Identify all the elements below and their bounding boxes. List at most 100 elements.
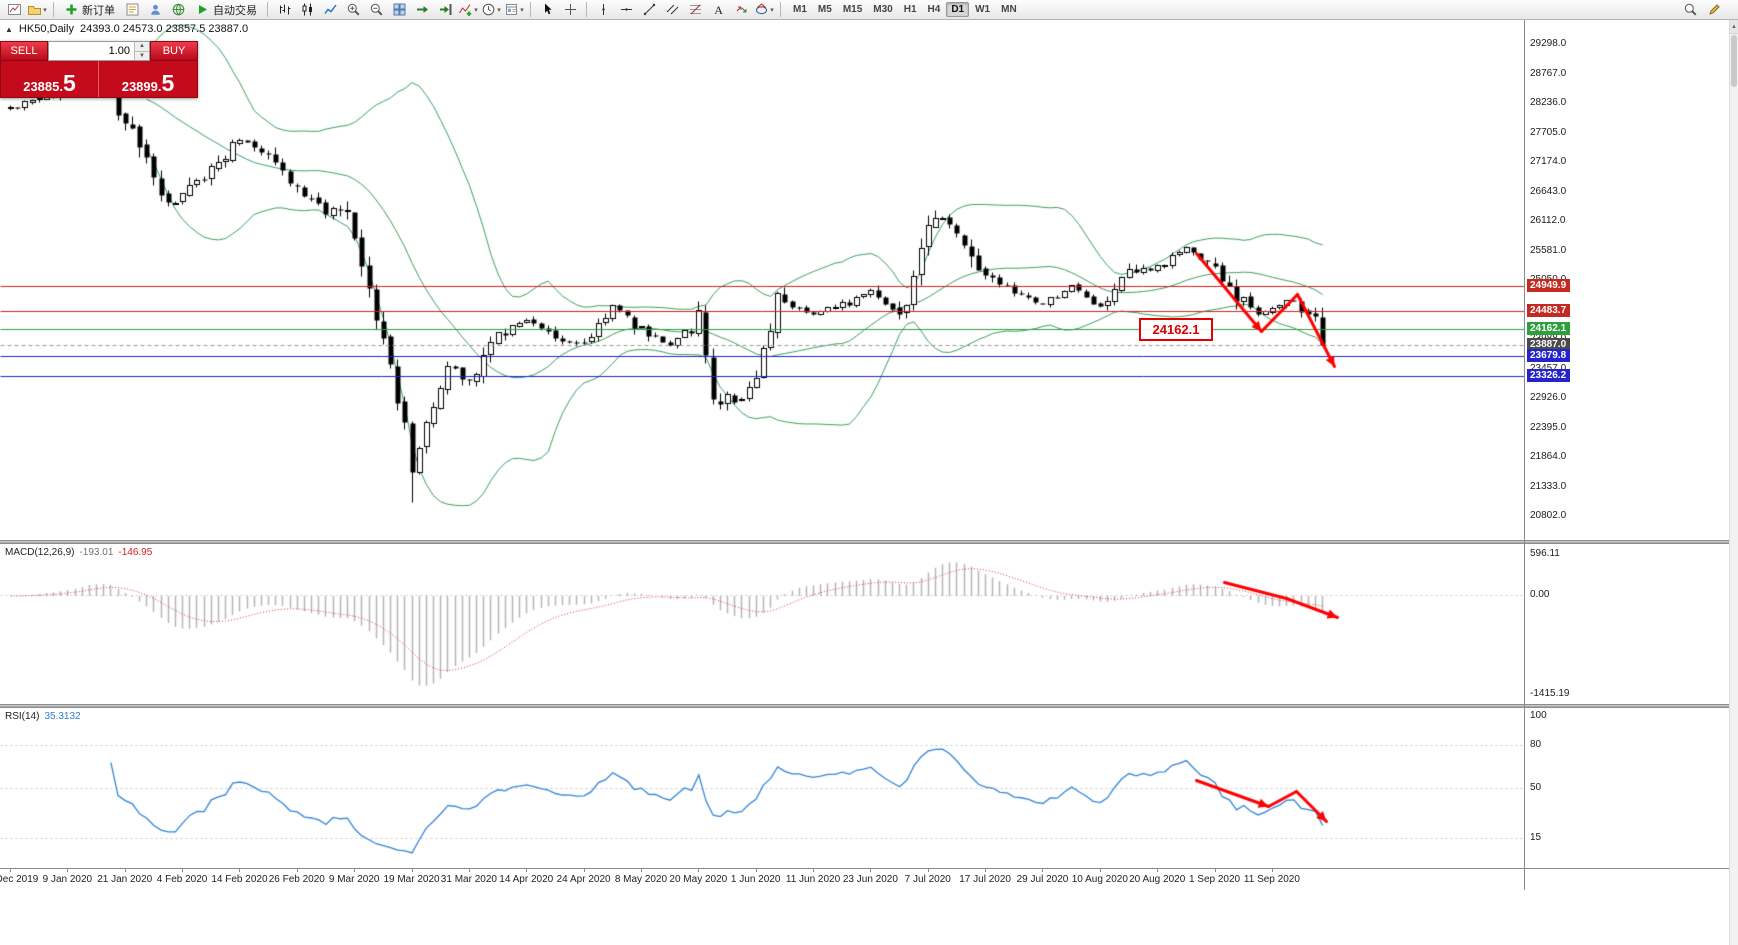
volume-up-icon[interactable]: ▲ bbox=[135, 42, 149, 52]
chevron-down-icon: ▾ bbox=[520, 6, 524, 14]
scroll-up-icon[interactable]: ▲ bbox=[1730, 20, 1738, 34]
buy-price[interactable]: 23899. 5 bbox=[99, 61, 197, 97]
crosshair-icon[interactable] bbox=[559, 0, 581, 20]
channel-icon[interactable] bbox=[661, 0, 683, 20]
timeframe-d1-button[interactable]: D1 bbox=[946, 2, 970, 17]
panel-separator[interactable] bbox=[0, 540, 1738, 544]
chart-collapse-icon[interactable]: ▲ bbox=[5, 24, 13, 34]
volume-input[interactable] bbox=[49, 42, 134, 60]
timeframe-w1-button[interactable]: W1 bbox=[975, 4, 991, 15]
horizontal-line-icon[interactable] bbox=[615, 0, 637, 20]
volume-spinner: ▲ ▼ bbox=[134, 42, 149, 60]
date-axis-label: 27 Dec 2019 bbox=[0, 874, 39, 885]
price-tag[interactable]: 24949.9 bbox=[1527, 278, 1571, 292]
new-order-icon bbox=[64, 2, 79, 17]
rsi-label: RSI(14) 35.3132 bbox=[5, 711, 81, 722]
date-axis-label: 1 Sep 2020 bbox=[1188, 874, 1241, 885]
candlestick-chart-icon[interactable] bbox=[296, 0, 318, 20]
macd-signal-value: -146.95 bbox=[118, 547, 153, 558]
templates-icon[interactable]: ▾ bbox=[503, 0, 525, 20]
timeframe-mn-button[interactable]: MN bbox=[1001, 4, 1017, 15]
axis-border bbox=[1524, 20, 1525, 890]
date-axis-label: 8 May 2020 bbox=[614, 874, 668, 885]
toolbar-separator bbox=[586, 2, 587, 17]
chart-shift-icon[interactable] bbox=[434, 0, 456, 20]
date-tick bbox=[124, 869, 126, 872]
date-tick bbox=[411, 869, 413, 872]
price-axis-label: 21864.0 bbox=[1530, 451, 1567, 462]
terminal-icon[interactable] bbox=[167, 0, 189, 20]
sell-price[interactable]: 23885. 5 bbox=[1, 61, 99, 97]
date-axis-label: 7 Jul 2020 bbox=[904, 874, 951, 885]
price-axis-label: 27705.0 bbox=[1530, 126, 1567, 138]
fibonacci-icon[interactable] bbox=[684, 0, 706, 20]
timeframe-h4-button[interactable]: H4 bbox=[927, 4, 941, 15]
price-axis-label: 27174.0 bbox=[1530, 156, 1567, 167]
rsi-axis-label: 100 bbox=[1530, 710, 1547, 721]
edit-icon[interactable] bbox=[1703, 0, 1725, 20]
new-order-button[interactable]: 新订单 bbox=[59, 1, 120, 19]
timeframe-m30-button[interactable]: M30 bbox=[873, 4, 893, 15]
rsi-canvas[interactable] bbox=[0, 708, 1524, 868]
autotrading-button-label: 自动交易 bbox=[213, 4, 257, 17]
date-tick bbox=[698, 869, 700, 872]
sell-button[interactable]: SELL bbox=[0, 41, 48, 61]
price-axis: 29298.0 28767.0 28236.0 27705.0 27174.0 26643… bbox=[1526, 20, 1730, 540]
price-tag[interactable]: 24483.7 bbox=[1527, 304, 1571, 318]
price-annotation[interactable]: 24162.1 bbox=[1139, 318, 1213, 341]
date-tick bbox=[10, 869, 11, 872]
tile-windows-icon[interactable] bbox=[388, 0, 410, 20]
date-axis-label: 14 Feb 2020 bbox=[211, 874, 268, 885]
timeframe-m5-button[interactable]: M5 bbox=[817, 4, 832, 15]
date-tick bbox=[640, 869, 642, 872]
auto-scroll-icon[interactable] bbox=[411, 0, 433, 20]
price-chart-canvas[interactable] bbox=[0, 20, 1524, 540]
buy-button[interactable]: BUY bbox=[150, 41, 198, 61]
zoom-out-icon[interactable] bbox=[365, 0, 387, 20]
date-tick bbox=[354, 869, 356, 872]
new-chart-icon[interactable] bbox=[3, 0, 25, 20]
trendline-icon[interactable] bbox=[638, 0, 660, 20]
rsi-name: RSI(14) bbox=[5, 711, 40, 722]
price-tag[interactable]: 23326.2 bbox=[1527, 368, 1571, 382]
date-tick bbox=[813, 869, 815, 872]
zoom-in-icon[interactable] bbox=[342, 0, 364, 20]
date-axis-label: 31 Mar 2020 bbox=[440, 874, 497, 885]
sell-price-main: 23885. bbox=[23, 79, 63, 94]
price-tag[interactable]: 23679.8 bbox=[1527, 349, 1571, 363]
price-axis-label: 28236.0 bbox=[1530, 97, 1567, 108]
search-icon[interactable] bbox=[1679, 0, 1701, 20]
line-chart-icon[interactable] bbox=[319, 0, 341, 20]
periods-icon[interactable]: ▾ bbox=[480, 0, 502, 20]
shapes-icon[interactable]: ▾ bbox=[753, 0, 775, 20]
autotrading-button[interactable]: 自动交易 bbox=[190, 1, 262, 19]
macd-label: MACD(12,26,9) -193.01 -146.95 bbox=[5, 547, 152, 558]
date-axis-label: 14 Apr 2020 bbox=[499, 874, 554, 885]
macd-canvas[interactable] bbox=[0, 544, 1524, 704]
navigator-icon[interactable] bbox=[144, 0, 166, 20]
volume-down-icon[interactable]: ▼ bbox=[135, 51, 149, 60]
timeframe-m15-button[interactable]: M15 bbox=[842, 4, 863, 15]
vertical-line-icon[interactable] bbox=[592, 0, 614, 20]
bar-chart-icon[interactable] bbox=[273, 0, 295, 20]
cursor-icon[interactable] bbox=[536, 0, 558, 20]
chevron-down-icon: ▾ bbox=[497, 6, 501, 14]
indicators-icon[interactable]: ▾ bbox=[457, 0, 479, 20]
market-watch-icon[interactable] bbox=[121, 0, 143, 20]
macd-axis-label: -1415.19 bbox=[1530, 688, 1570, 699]
new-order-button-label: 新订单 bbox=[82, 4, 115, 17]
scrollbar-thumb[interactable] bbox=[1731, 35, 1737, 87]
vertical-scrollbar[interactable]: ▲ bbox=[1729, 20, 1738, 945]
price-tag[interactable]: 24162.1 bbox=[1527, 322, 1571, 336]
timeframe-h1-button[interactable]: H1 bbox=[903, 4, 917, 15]
volume-field[interactable]: ▲ ▼ bbox=[48, 41, 150, 61]
profiles-icon[interactable]: ▾ bbox=[26, 0, 48, 20]
panel-separator[interactable] bbox=[0, 704, 1738, 708]
text-icon[interactable]: A bbox=[707, 0, 729, 20]
arrows-icon[interactable] bbox=[730, 0, 752, 20]
price-tag[interactable]: 23887.0 bbox=[1527, 337, 1571, 351]
rsi-value: 35.3132 bbox=[44, 711, 81, 722]
timeframe-m1-button[interactable]: M1 bbox=[793, 4, 807, 15]
price-axis-label: 22395.0 bbox=[1530, 421, 1567, 433]
macd-axis-label: 596.11 bbox=[1530, 548, 1560, 559]
